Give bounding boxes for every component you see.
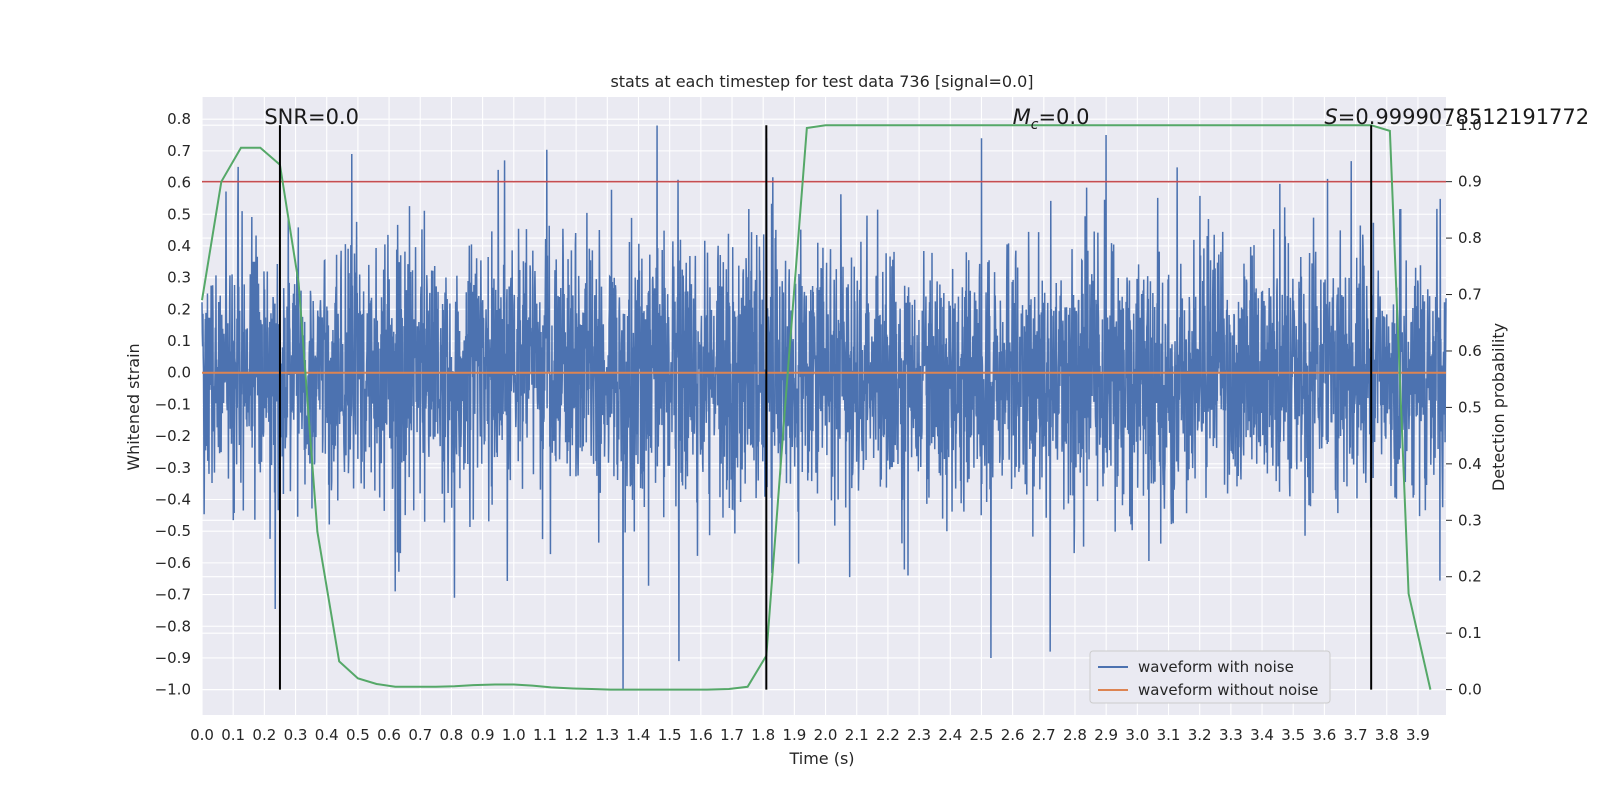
x-tick-label: 0.9 (471, 726, 495, 744)
y-tick-label: −0.9 (155, 649, 191, 667)
y-right-axis-label: Detection probability (1489, 323, 1508, 491)
y-tick-label: −0.5 (155, 522, 191, 540)
x-tick-label: 0.2 (252, 726, 276, 744)
y-axis-label: Whitened strain (124, 343, 143, 470)
x-tick-label: 0.3 (284, 726, 308, 744)
y-tick-label: −1.0 (155, 681, 191, 699)
x-tick-label: 3.9 (1406, 726, 1430, 744)
y-right-tick-label: 0.1 (1458, 624, 1482, 642)
x-tick-label: 2.5 (970, 726, 994, 744)
x-tick-label: 3.6 (1312, 726, 1336, 744)
x-tick-label: 1.2 (564, 726, 588, 744)
x-tick-label: 0.8 (439, 726, 463, 744)
y-tick-label: 0.0 (167, 364, 191, 382)
series-waveform-with-noise (201, 125, 1447, 690)
y-tick-label: 0.7 (167, 142, 191, 160)
y-right-tick-label: 0.6 (1458, 342, 1482, 360)
x-tick-label: 3.5 (1281, 726, 1305, 744)
y-right-tick-label: 0.7 (1458, 286, 1482, 304)
y-tick-label: 0.2 (167, 300, 191, 318)
chart-title: stats at each timestep for test data 736… (610, 72, 1033, 91)
y-tick-label: −0.4 (155, 490, 191, 508)
y-right-tick-label: 0.4 (1458, 455, 1482, 473)
y-right-tick-label: 0.2 (1458, 568, 1482, 586)
y-right-tick-label: 0.3 (1458, 511, 1482, 529)
x-tick-label: 3.8 (1375, 726, 1399, 744)
y-tick-label: −0.8 (155, 617, 191, 635)
y-right-tick-label: 0.0 (1458, 681, 1482, 699)
y-right-tick-label: 0.9 (1458, 173, 1482, 191)
x-tick-label: 2.4 (938, 726, 962, 744)
x-tick-label: 3.4 (1250, 726, 1274, 744)
legend: waveform with noise waveform without nois… (1089, 650, 1331, 704)
x-tick-label: 3.0 (1125, 726, 1149, 744)
x-tick-label: 2.8 (1063, 726, 1087, 744)
annotation-score: S=0.9999078512191772 (1324, 105, 1589, 129)
y-tick-label: 0.8 (167, 110, 191, 128)
x-tick-label: 3.1 (1157, 726, 1181, 744)
x-tick-label: 3.7 (1344, 726, 1368, 744)
x-tick-label: 1.4 (627, 726, 651, 744)
x-tick-label: 1.9 (782, 726, 806, 744)
series-detection-probability (201, 124, 1432, 691)
x-tick-label: 1.5 (658, 726, 682, 744)
x-tick-label: 2.1 (845, 726, 869, 744)
y-tick-label: −0.2 (155, 427, 191, 445)
y-right-tick-label: 1.0 (1458, 116, 1482, 134)
y-tick-label: 0.3 (167, 269, 191, 287)
y-tick-label: −0.1 (155, 395, 191, 413)
x-tick-label: 0.6 (377, 726, 401, 744)
x-tick-label: 0.1 (221, 726, 245, 744)
annotation-snr: SNR=0.0 (264, 105, 359, 129)
x-tick-label: 2.6 (1001, 726, 1025, 744)
x-tick-label: 1.1 (533, 726, 557, 744)
y-tick-label: −0.6 (155, 554, 191, 572)
y-tick-label: 0.5 (167, 205, 191, 223)
y-tick-label: 0.6 (167, 174, 191, 192)
x-tick-label: 2.9 (1094, 726, 1118, 744)
x-tick-label: 2.0 (814, 726, 838, 744)
legend-label: waveform without noise (1138, 681, 1318, 699)
y-tick-label: 0.1 (167, 332, 191, 350)
x-tick-label: 1.3 (595, 726, 619, 744)
x-tick-label: 0.7 (408, 726, 432, 744)
y-tick-label: 0.4 (167, 237, 191, 255)
x-tick-label: 0.5 (346, 726, 370, 744)
x-tick-label: 2.2 (876, 726, 900, 744)
x-tick-label: 2.3 (907, 726, 931, 744)
y-right-tick-label: 0.5 (1458, 398, 1482, 416)
x-tick-label: 2.7 (1032, 726, 1056, 744)
legend-box (1089, 650, 1331, 704)
y-tick-label: −0.3 (155, 459, 191, 477)
y-tick-label: −0.7 (155, 586, 191, 604)
x-tick-label: 1.6 (689, 726, 713, 744)
x-tick-label: 1.0 (502, 726, 526, 744)
x-tick-label: 3.2 (1188, 726, 1212, 744)
x-tick-label: 0.0 (190, 726, 214, 744)
x-tick-label: 3.3 (1219, 726, 1243, 744)
annotation-chirp-mass: Mc=0.0 (1013, 105, 1090, 133)
x-axis-label: Time (s) (788, 749, 854, 768)
x-tick-label: 1.7 (720, 726, 744, 744)
y-right-tick-label: 0.8 (1458, 229, 1482, 247)
legend-label: waveform with noise (1138, 658, 1294, 676)
x-tick-label: 1.8 (751, 726, 775, 744)
x-tick-label: 0.4 (315, 726, 339, 744)
